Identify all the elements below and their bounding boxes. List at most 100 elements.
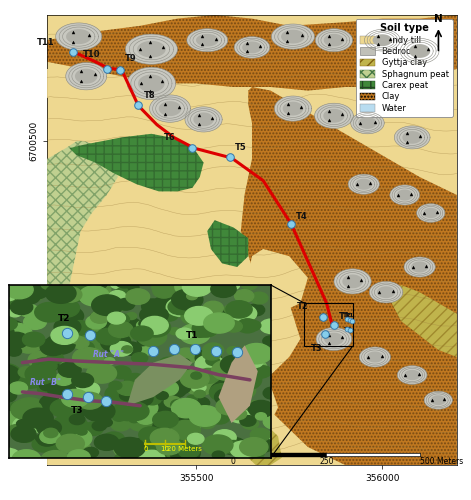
Polygon shape [355,178,373,190]
Circle shape [167,446,194,463]
Circle shape [149,428,162,437]
Circle shape [211,364,222,371]
Circle shape [0,388,16,402]
Text: T10: T10 [83,50,100,58]
Text: T6: T6 [164,133,176,142]
Circle shape [0,290,16,300]
Circle shape [73,348,104,368]
Circle shape [72,338,89,348]
Circle shape [176,302,187,310]
Circle shape [244,418,255,424]
Circle shape [67,450,90,465]
Circle shape [105,385,134,404]
Polygon shape [411,262,428,272]
Circle shape [254,432,280,449]
Text: T2: T2 [341,314,350,318]
Polygon shape [47,141,118,393]
Circle shape [114,444,133,456]
Circle shape [148,434,172,450]
Circle shape [194,390,205,398]
Circle shape [226,300,252,318]
Text: N: N [434,14,443,24]
Circle shape [40,338,66,355]
Circle shape [263,387,282,399]
Polygon shape [47,321,252,465]
Circle shape [146,418,170,434]
Polygon shape [366,352,383,362]
Circle shape [23,332,45,347]
Circle shape [137,326,167,346]
Circle shape [87,364,116,383]
Polygon shape [241,87,457,465]
Circle shape [122,342,141,355]
Point [348,316,356,324]
Polygon shape [404,370,420,380]
Circle shape [41,359,59,371]
Circle shape [38,384,53,394]
Circle shape [74,381,100,398]
Circle shape [17,289,40,304]
Polygon shape [75,68,97,84]
Circle shape [250,292,268,304]
Text: 10: 10 [161,446,170,452]
Circle shape [61,282,91,302]
Point [87,331,94,339]
Circle shape [253,438,274,452]
Circle shape [41,450,70,470]
Circle shape [172,290,203,310]
Circle shape [126,385,144,396]
Polygon shape [283,102,303,116]
Circle shape [172,294,197,310]
Circle shape [253,368,269,378]
Circle shape [0,365,20,384]
Circle shape [0,364,21,384]
Polygon shape [143,430,160,442]
Circle shape [52,299,80,318]
Circle shape [54,444,68,453]
Circle shape [139,346,152,356]
Circle shape [213,430,236,445]
Circle shape [24,314,47,330]
Circle shape [169,328,180,334]
Polygon shape [219,346,258,423]
Circle shape [156,392,168,400]
Circle shape [97,369,108,376]
Circle shape [164,396,181,407]
Circle shape [136,412,155,424]
Polygon shape [47,15,457,90]
Text: T4: T4 [296,212,308,221]
Circle shape [150,428,179,447]
Circle shape [80,330,102,344]
Circle shape [225,320,242,332]
Circle shape [83,401,115,421]
Polygon shape [351,112,384,134]
Circle shape [13,416,41,435]
Circle shape [212,451,225,459]
Circle shape [232,383,256,398]
Circle shape [71,336,83,344]
Polygon shape [404,257,435,277]
Circle shape [34,364,46,372]
Point [346,316,353,324]
Circle shape [210,410,230,424]
Polygon shape [409,44,430,58]
Polygon shape [365,30,400,51]
Circle shape [109,322,133,338]
Circle shape [171,400,186,409]
Circle shape [138,337,150,345]
Circle shape [150,434,164,444]
Polygon shape [137,426,166,446]
Circle shape [113,412,125,422]
Circle shape [242,418,259,429]
Circle shape [187,395,197,402]
Circle shape [159,358,177,369]
Circle shape [156,378,187,398]
Circle shape [102,338,113,344]
Polygon shape [400,38,439,64]
Circle shape [110,342,132,356]
Polygon shape [127,354,193,406]
Circle shape [40,430,60,444]
Circle shape [3,320,23,334]
Circle shape [192,320,219,337]
Circle shape [164,300,189,317]
